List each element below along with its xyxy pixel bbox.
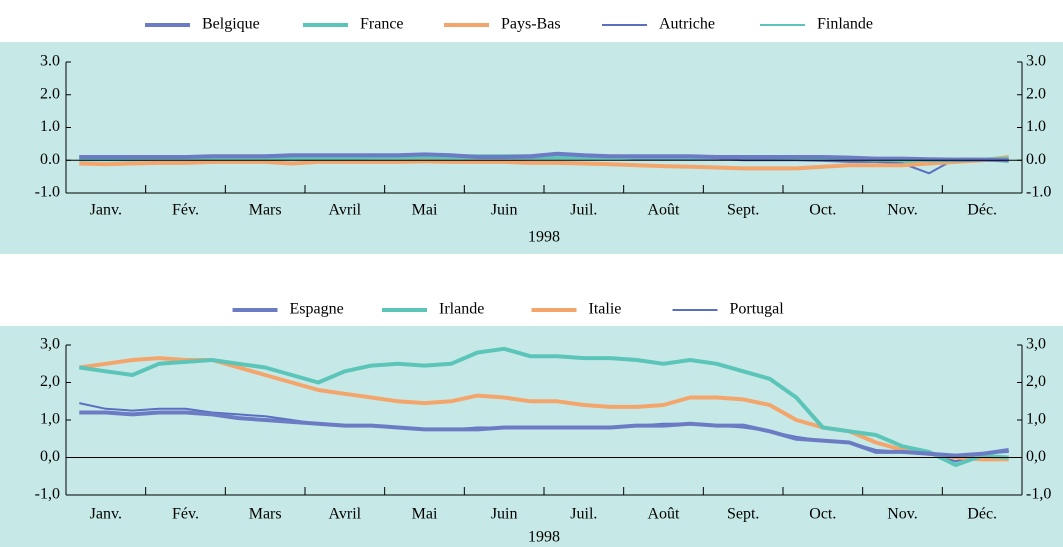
y2-tick-label: -1.0 [1026,184,1051,201]
plot-background [0,42,1063,254]
x-tick-label: Janv. [90,202,122,219]
x-tick-label: Mars [249,506,282,523]
x-tick-label: Mai [412,202,438,219]
y-tick-label: 0.0 [40,151,60,168]
y2-tick-label: 0.0 [1026,151,1046,168]
y-tick-label: 3.0 [40,53,60,70]
y2-tick-label: 1,0 [1026,411,1046,428]
x-tick-label: Déc. [967,506,997,523]
y-tick-label: 1,0 [40,411,60,428]
legend-label: Finlande [817,16,873,33]
y-tick-label: -1.0 [35,184,60,201]
x-tick-label: Sept. [727,202,759,219]
y-tick-label: 3,0 [40,336,60,353]
x-tick-label: Août [648,506,681,523]
x-tick-label: Nov. [887,202,918,219]
series-line [79,346,1009,467]
series-line [79,155,1009,171]
x-tick-label: Mai [412,506,438,523]
x-tick-label: Août [648,202,681,219]
x-tick-label: Juil. [570,506,597,523]
x-axis-label: 1998 [528,529,560,546]
legend-label: France [360,16,404,33]
y2-tick-label: 1.0 [1026,118,1046,135]
series-line [79,410,1009,458]
y-tick-label: 2.0 [40,85,60,102]
x-tick-label: Avril [329,506,362,523]
x-tick-label: Juin [491,506,518,523]
y-tick-label: 2,0 [40,373,60,390]
x-tick-label: Juil. [570,202,597,219]
y2-tick-label: 0,0 [1026,448,1046,465]
legend-label: Pays-Bas [501,16,561,33]
legend-label: Belgique [202,16,260,33]
x-tick-label: Déc. [967,202,997,219]
y2-tick-label: 3,0 [1026,336,1046,353]
x-tick-label: Fév. [172,506,199,523]
series-line [79,151,1009,163]
legend-label: Portugal [730,301,785,318]
y2-tick-label: 2.0 [1026,85,1046,102]
y-tick-label: -1,0 [35,486,60,503]
x-tick-label: Sept. [727,506,759,523]
x-tick-label: Mars [249,202,282,219]
legend-label: Espagne [290,301,344,318]
legend-label: Autriche [659,16,715,33]
legend-label: Irlande [439,301,484,318]
y2-tick-label: 3.0 [1026,53,1046,70]
y2-tick-label: -1,0 [1026,486,1051,503]
x-tick-label: Juin [491,202,518,219]
x-tick-label: Fév. [172,202,199,219]
x-axis-label: 1998 [528,229,560,246]
y-tick-label: 0,0 [40,448,60,465]
x-tick-label: Avril [329,202,362,219]
y2-tick-label: 2,0 [1026,373,1046,390]
y-tick-label: 1.0 [40,118,60,135]
x-tick-label: Oct. [809,202,836,219]
x-tick-label: Janv. [90,506,122,523]
x-tick-label: Oct. [809,506,836,523]
x-tick-label: Nov. [887,506,918,523]
legend-label: Italie [589,301,622,318]
